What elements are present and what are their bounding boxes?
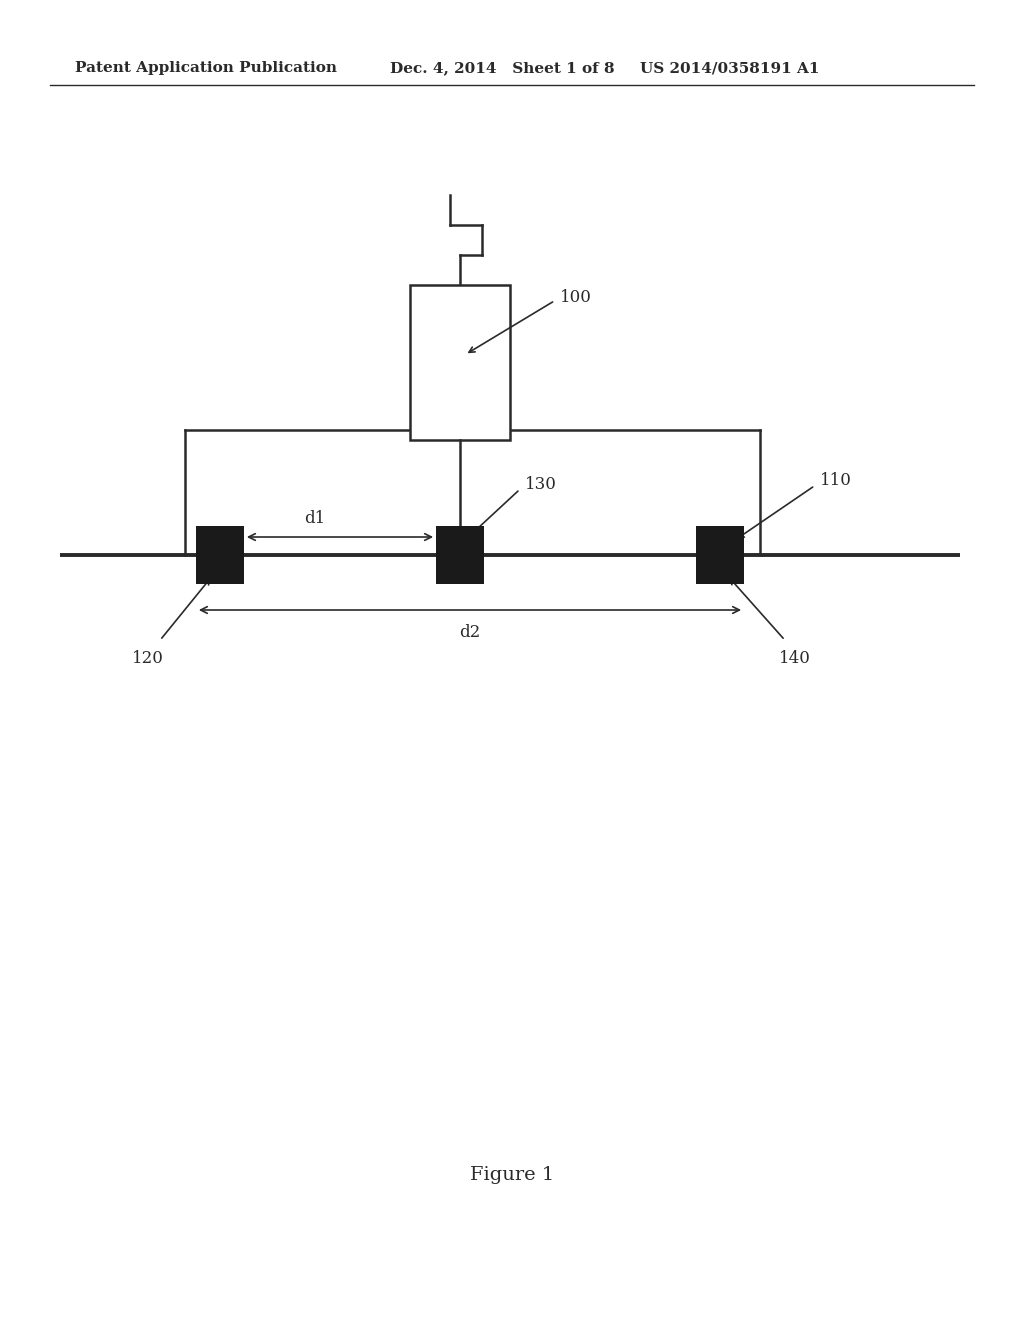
Text: US 2014/0358191 A1: US 2014/0358191 A1: [640, 61, 819, 75]
Text: Dec. 4, 2014   Sheet 1 of 8: Dec. 4, 2014 Sheet 1 of 8: [390, 61, 614, 75]
Text: 110: 110: [820, 473, 852, 488]
Bar: [436, 525, 484, 583]
Text: d1: d1: [304, 510, 326, 527]
Text: Patent Application Publication: Patent Application Publication: [75, 61, 337, 75]
Text: d2: d2: [460, 624, 480, 642]
Text: Figure 1: Figure 1: [470, 1166, 554, 1184]
Bar: [696, 525, 744, 583]
Text: 130: 130: [525, 475, 557, 492]
Text: 140: 140: [779, 651, 811, 668]
Text: 100: 100: [560, 289, 592, 306]
Text: 120: 120: [132, 651, 164, 668]
Bar: [410, 285, 510, 440]
Bar: [196, 525, 244, 583]
